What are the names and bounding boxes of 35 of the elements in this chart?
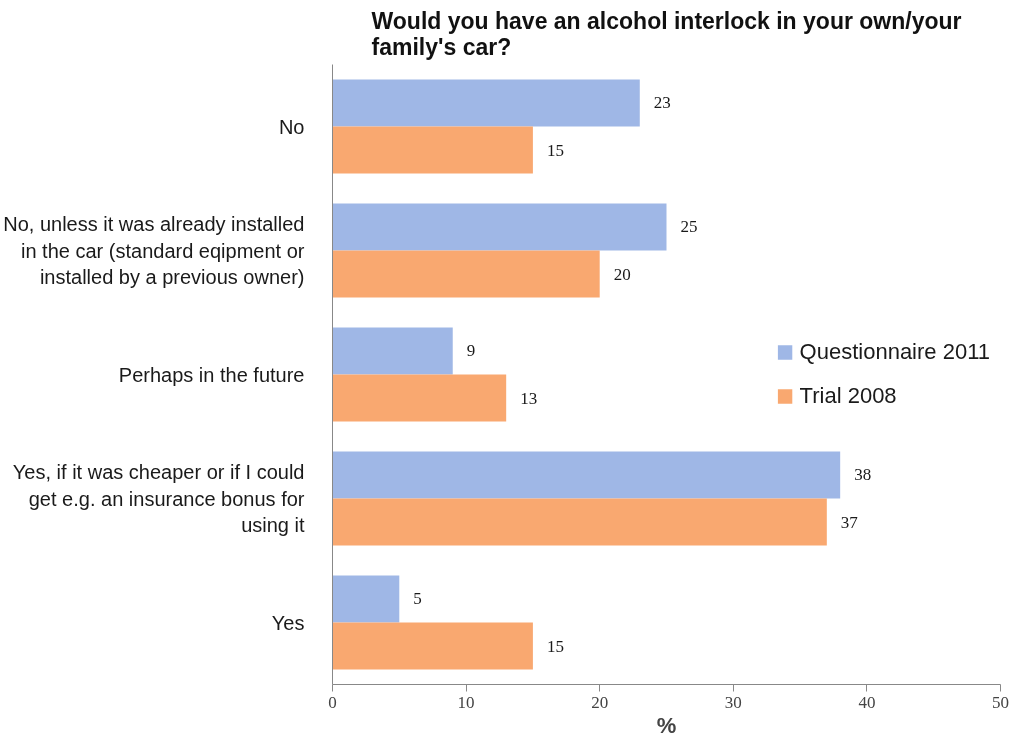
chart-title: Would you have an alcohol interlock in your own/your family's car? — [371, 7, 962, 60]
bar — [332, 250, 600, 298]
data-label: 37 — [840, 512, 859, 532]
x-axis-title: % — [656, 712, 677, 738]
x-tick-label: 10 — [457, 692, 475, 712]
y-tick-label: Perhaps in the future — [118, 363, 305, 386]
data-label: 23 — [653, 93, 671, 113]
data-label: 38 — [854, 465, 872, 485]
bar — [332, 498, 827, 546]
data-label: 25 — [680, 217, 698, 237]
x-tick-label: 40 — [858, 692, 876, 712]
bar — [332, 203, 667, 251]
x-tick-label: 0 — [328, 692, 337, 712]
x-tick-label: 20 — [591, 692, 609, 712]
data-label: 13 — [520, 388, 538, 408]
y-tick-label: Yes — [271, 611, 305, 634]
bar — [332, 575, 400, 623]
x-tick-label: 30 — [724, 692, 742, 712]
bar — [332, 622, 533, 670]
data-label: 15 — [546, 140, 564, 160]
y-tick-label: Yes, if it was cheaper or if I could get e.g. an insurance bonus for using it — [12, 461, 305, 536]
x-tick-label: 50 — [992, 692, 1009, 712]
data-label: 20 — [613, 264, 631, 284]
legend-label: Trial 2008 — [799, 383, 897, 409]
y-tick-label: No — [278, 115, 305, 138]
legend-label: Questionnaire 2011 — [799, 339, 990, 365]
data-label: 9 — [466, 341, 476, 361]
bar — [332, 126, 533, 174]
bar — [332, 374, 507, 422]
bar — [332, 79, 640, 127]
bar — [332, 451, 841, 499]
y-tick-label: No, unless it was already installed in the car (standard eqipment or installed by a previous owner) — [3, 213, 305, 288]
data-label: 15 — [546, 636, 564, 656]
bar — [332, 327, 453, 375]
data-label: 5 — [413, 589, 422, 609]
